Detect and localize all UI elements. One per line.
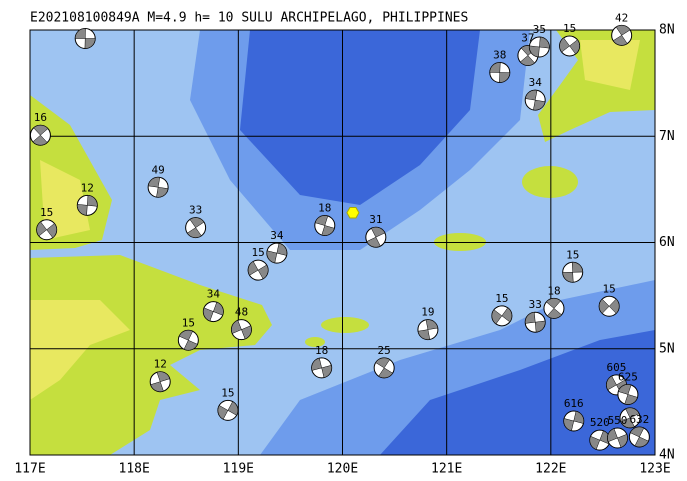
compression-quadrant (545, 298, 562, 319)
map-title: E202108100849A M=4.9 h= 10 SULU ARCHIPEL… (30, 11, 468, 26)
depth-label: 49 (152, 163, 165, 176)
compression-quadrant (491, 307, 513, 325)
depth-label: 33 (189, 204, 202, 217)
depth-label: 33 (529, 298, 542, 311)
compression-quadrant (77, 195, 98, 216)
compression-quadrant (417, 319, 439, 340)
depth-label: 632 (629, 413, 649, 426)
depth-label: 12 (154, 358, 167, 371)
compression-quadrant (217, 401, 239, 420)
depth-label: 16 (34, 111, 47, 124)
compression-quadrant (311, 357, 332, 378)
compression-quadrant (620, 407, 640, 429)
depth-label: 520 (590, 416, 610, 429)
depth-label: 605 (607, 361, 627, 374)
y-tick-label: 4N (659, 448, 675, 463)
depth-label: 34 (270, 229, 284, 242)
depth-label: 48 (235, 306, 248, 319)
compression-quadrant (618, 384, 638, 405)
compression-quadrant (178, 330, 198, 351)
depth-label: 18 (547, 284, 560, 297)
depth-label: 18 (318, 202, 331, 215)
x-tick-label: 123E (639, 462, 670, 477)
y-tick-label: 6N (659, 235, 675, 250)
compression-quadrant (563, 410, 584, 432)
compression-quadrant (525, 311, 546, 333)
depth-label: 15 (495, 292, 508, 305)
compression-quadrant (314, 215, 335, 236)
compression-quadrant (529, 36, 550, 58)
compression-quadrant (559, 37, 580, 55)
y-tick-label: 8N (659, 23, 675, 38)
depth-label: 616 (564, 397, 584, 410)
compression-quadrant (266, 243, 288, 264)
x-tick-label: 119E (223, 462, 254, 477)
epicenter (346, 207, 360, 219)
y-tick-label: 7N (659, 129, 675, 144)
x-tick-label: 117E (14, 462, 45, 477)
compression-quadrant (612, 25, 631, 46)
x-tick-label: 121E (431, 462, 462, 477)
x-tick-label: 118E (119, 462, 150, 477)
compression-quadrant (562, 262, 583, 283)
depth-label: 15 (603, 282, 616, 295)
depth-label: 15 (252, 246, 265, 259)
x-tick-label: 122E (535, 462, 566, 477)
depth-label: 15 (40, 206, 53, 219)
depth-label: 42 (615, 11, 628, 24)
depth-label: 12 (81, 181, 94, 194)
depth-label: 31 (369, 213, 382, 226)
depth-label: 15 (182, 316, 195, 329)
compression-quadrant (629, 426, 649, 448)
compression-quadrant (598, 298, 620, 314)
depth-label: 25 (378, 344, 391, 357)
compression-quadrant (525, 89, 546, 111)
compression-quadrant (150, 371, 171, 392)
compression-quadrant (36, 221, 57, 239)
compression-quadrant (366, 226, 386, 248)
x-tick-label: 120E (327, 462, 358, 477)
compression-quadrant (186, 217, 205, 238)
depth-label: 19 (421, 306, 434, 319)
depth-label: 15 (566, 248, 579, 261)
compression-quadrant (74, 28, 96, 49)
depth-label: 15 (563, 22, 576, 35)
y-tick-label: 5N (659, 341, 675, 356)
compression-quadrant (203, 301, 224, 322)
compression-quadrant (247, 261, 269, 280)
depth-label: 34 (529, 76, 543, 89)
depth-label: 625 (618, 370, 638, 383)
compression-quadrant (375, 357, 393, 379)
compression-quadrant (147, 177, 169, 198)
compression-quadrant (231, 319, 252, 340)
depth-label: 550 (608, 414, 628, 427)
compression-quadrant (32, 124, 49, 146)
depth-label: 34 (207, 288, 221, 301)
depth-label: 18 (315, 344, 328, 357)
depth-label: 15 (221, 386, 234, 399)
compression-quadrant (607, 428, 628, 448)
compression-quadrant (489, 62, 511, 83)
depth-label: 38 (493, 49, 506, 62)
depth-label: 35 (533, 23, 546, 36)
